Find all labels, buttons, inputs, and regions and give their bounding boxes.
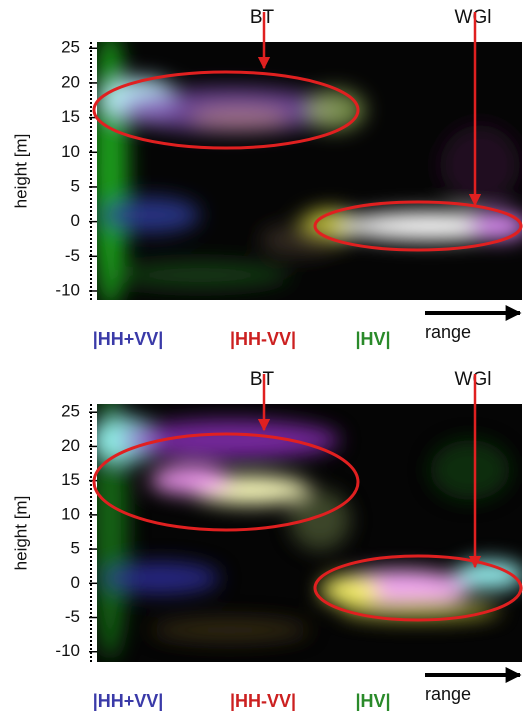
image-blob <box>440 125 520 205</box>
annotation-ellipse <box>92 70 360 150</box>
image-blob <box>260 224 340 256</box>
y-tick-label: -10 <box>55 641 80 660</box>
legend-label: |HH+VV| <box>93 691 164 711</box>
image-blob <box>430 440 510 500</box>
image-blob <box>150 466 230 494</box>
image-blob <box>100 197 200 233</box>
image-blob <box>320 576 380 604</box>
y-tick-label: -10 <box>55 280 80 299</box>
legend-label: |HV| <box>355 691 390 711</box>
y-tick-label: 20 <box>61 436 80 455</box>
annotation-ellipse <box>313 554 523 622</box>
y-tick-label: 5 <box>71 176 80 195</box>
y-tick-label: 15 <box>61 107 80 126</box>
legend-label: |HV| <box>355 329 390 349</box>
image-blob <box>120 420 340 460</box>
image-blob <box>305 90 365 130</box>
y-tick-label: 10 <box>61 504 80 523</box>
y-tick-label: 25 <box>61 402 80 421</box>
image-blob <box>190 106 290 130</box>
image-blob <box>290 490 350 550</box>
image-blob <box>97 404 128 660</box>
x-axis-label: range <box>425 322 471 342</box>
legend-label: |HH-VV| <box>230 691 296 711</box>
y-tick-label: 20 <box>61 72 80 91</box>
annotation-label: BT <box>250 7 275 28</box>
image-blobs <box>97 404 522 660</box>
annotation-label: BT <box>250 369 275 390</box>
x-axis-label: range <box>425 684 471 704</box>
image-blob <box>150 618 310 642</box>
annotation-label: WGl <box>455 7 492 28</box>
image-blob <box>110 261 290 289</box>
y-tick-label: 5 <box>71 539 80 558</box>
image-blobs <box>97 42 522 300</box>
heatmap-image <box>97 42 522 300</box>
y-axis-label: height [m] <box>11 496 30 571</box>
annotation-ellipse <box>313 200 523 252</box>
legend-label: |HH+VV| <box>93 329 164 349</box>
annotation-label: WGl <box>455 369 492 390</box>
y-axis-label: height [m] <box>11 134 30 209</box>
y-tick-label: -5 <box>65 246 80 265</box>
annotation-ellipse <box>92 432 360 532</box>
y-tick-label: 0 <box>71 211 80 230</box>
legend-label: |HH-VV| <box>230 329 296 349</box>
image-blob <box>340 600 500 620</box>
y-tick-label: 0 <box>71 573 80 592</box>
y-tick-label: 15 <box>61 470 80 489</box>
y-tick-label: 10 <box>61 142 80 161</box>
y-tick-label: 25 <box>61 38 80 57</box>
heatmap-image <box>97 404 522 662</box>
image-blob <box>470 212 522 240</box>
image-blob <box>100 562 220 594</box>
y-tick-label: -5 <box>65 607 80 626</box>
